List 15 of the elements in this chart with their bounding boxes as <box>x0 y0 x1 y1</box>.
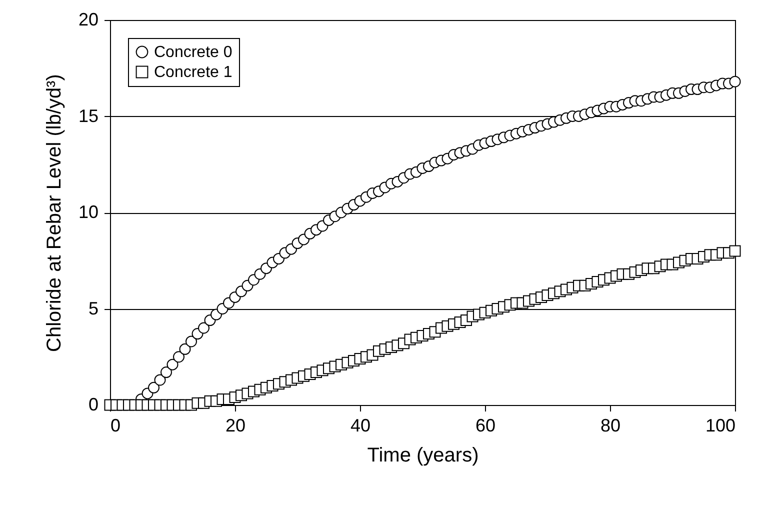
x-tick-label: 0 <box>110 416 121 436</box>
y-tick-label: 15 <box>78 106 98 126</box>
y-tick-label: 10 <box>78 202 98 222</box>
x-tick-label: 20 <box>225 416 246 436</box>
y-tick-label: 5 <box>88 298 98 318</box>
x-tick-label: 40 <box>350 416 371 436</box>
y-tick-label: 0 <box>88 394 98 414</box>
x-tick-label: 100 <box>705 416 736 436</box>
legend-label: Concrete 0 <box>154 44 232 61</box>
x-tick-label: 60 <box>475 416 496 436</box>
legend-label: Concrete 1 <box>154 64 232 81</box>
x-tick-label: 80 <box>600 416 621 436</box>
y-tick-label: 20 <box>78 10 98 30</box>
x-axis-title: Time (years) <box>367 444 479 466</box>
y-axis-title: Chloride at Rebar Level (lb/yd³) <box>43 74 66 352</box>
